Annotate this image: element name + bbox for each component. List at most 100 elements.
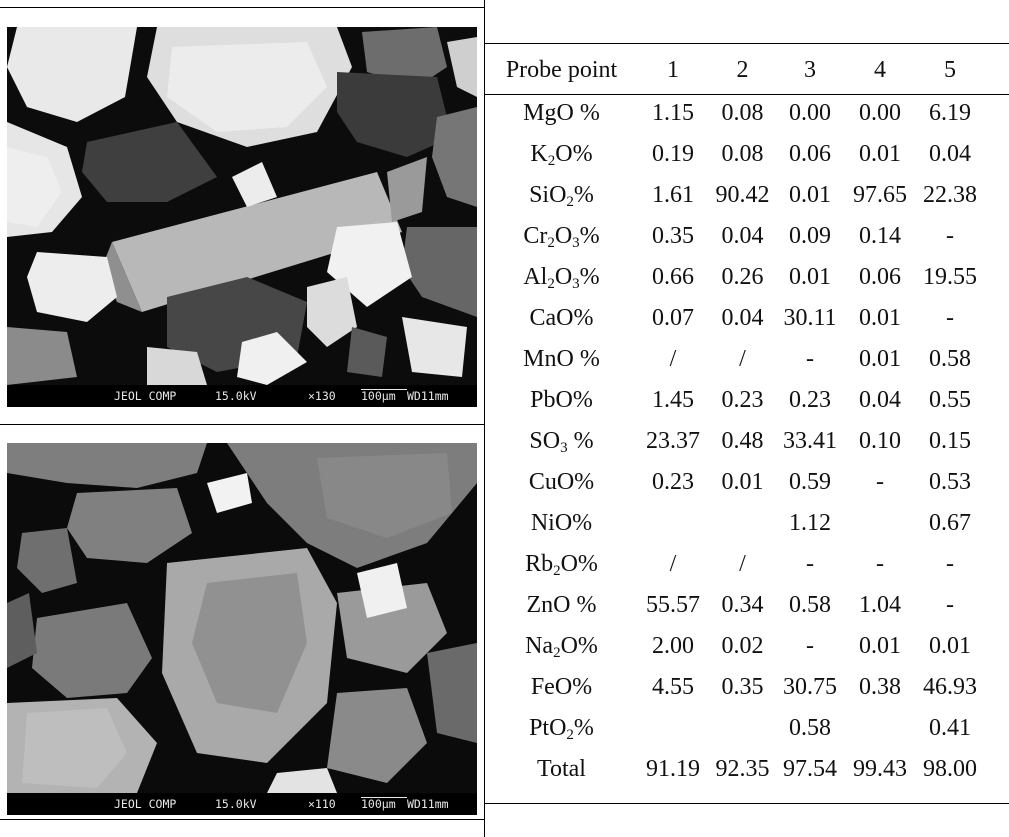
table-cell: 0.23 (652, 469, 694, 495)
table-cell: 0.15 (929, 428, 971, 454)
table-cell (637, 708, 709, 749)
table-cell: / (669, 551, 677, 577)
oxide-label-subscript: 3 (572, 276, 580, 292)
table-row: MnO % / / - 0.01 0.58 (486, 339, 984, 380)
scale-label: 100μm (361, 389, 396, 403)
oxide-label-text: SiO (529, 182, 567, 208)
table-cell: 0.58 (929, 346, 971, 372)
table-row: Al2O3% 0.66 0.26 0.01 0.06 19.55 (486, 257, 984, 298)
table-cell (709, 503, 776, 544)
oxide-label-text: PtO (529, 715, 567, 741)
sem-image-upper (7, 27, 477, 385)
table-cell: 33.41 (783, 428, 837, 454)
magnification-label: ×130 (308, 389, 336, 403)
oxide-label-suffix: % (573, 182, 594, 208)
table-bottom-rule (484, 803, 1009, 804)
table-header-row: Probe point 1 2 3 4 5 (486, 47, 984, 93)
table-cell: 0.26 (721, 264, 764, 290)
table-cell (844, 503, 916, 544)
oxide-label: K2O% (486, 134, 637, 175)
oxide-label-suffix: % (573, 715, 594, 741)
table-cell: 4.55 (652, 674, 694, 700)
table-cell: 0.58 (789, 715, 831, 741)
table-cell: 98.00 (923, 756, 977, 782)
table-cell: 90.42 (715, 182, 770, 208)
table-cell: 0.04 (721, 305, 764, 331)
sem-image-lower (7, 443, 477, 793)
table-cell: 0.07 (652, 305, 694, 331)
oxide-label-text: Total (537, 756, 586, 782)
table-cell: 0.67 (929, 510, 971, 536)
table-cell: 0.06 (859, 264, 901, 290)
table-cell: 97.54 (783, 756, 837, 782)
table-cell: 1.45 (652, 387, 694, 413)
oxide-label-text: Rb (525, 551, 554, 577)
table-cell: / (739, 346, 746, 372)
column-header: Probe point (505, 56, 618, 83)
table-cell: 30.75 (783, 674, 837, 700)
table-cell: 1.15 (652, 100, 694, 126)
table-cell: 22.38 (923, 182, 977, 208)
table-cell: 0.23 (721, 387, 764, 413)
sem-micrograph-lower: JEOL COMP 15.0kV ×110 100μm WD11mm (7, 443, 477, 815)
table-cell: - (946, 551, 954, 577)
scale-label: 100μm (361, 797, 396, 811)
table-cell: 0.00 (789, 100, 831, 126)
table-cell: - (806, 346, 814, 372)
oxide-label-text: CuO% (528, 469, 595, 495)
table-cell: 46.93 (923, 674, 977, 700)
oxide-label: FeO% (486, 667, 637, 708)
table-cell: 0.08 (721, 141, 764, 167)
table-cell: 0.14 (859, 223, 901, 249)
table-cell: 0.00 (859, 100, 901, 126)
oxide-label-text: Na (525, 633, 554, 659)
table-row: SiO2% 1.61 90.42 0.01 97.65 22.38 (486, 175, 984, 216)
table-cell: 1.04 (859, 592, 901, 618)
oxide-label-text: FeO% (530, 674, 593, 700)
table-row: PtO2% 0.58 0.41 (486, 708, 984, 749)
table-cell (709, 708, 776, 749)
oxide-label: Al2O3% (486, 257, 637, 298)
oxide-label: Rb2O% (486, 544, 637, 585)
oxide-label-text: CaO% (529, 305, 594, 331)
table-cell: 0.01 (789, 264, 831, 290)
table-cell: 0.09 (789, 223, 831, 249)
divider-line (0, 424, 484, 425)
table-cell: 0.02 (721, 633, 764, 659)
oxide-label-text: MnO % (523, 346, 600, 372)
table-cell: 0.10 (859, 428, 901, 454)
table-cell: 0.59 (789, 469, 831, 495)
table-cell: 0.23 (789, 387, 831, 413)
table-row: CuO% 0.23 0.01 0.59 - 0.53 (486, 462, 984, 503)
table-cell: 23.37 (646, 428, 700, 454)
table-cell: 0.01 (929, 633, 971, 659)
table-cell: 0.01 (789, 182, 831, 208)
oxide-label-subscript: 2 (566, 727, 574, 743)
oxide-label-text: ZnO % (526, 592, 597, 618)
table-header-rule (484, 94, 1009, 95)
oxide-label-suffix: % (567, 428, 594, 454)
oxide-label-suffix: O3% (554, 264, 600, 292)
table-cell: 6.19 (929, 100, 971, 126)
table-row: PbO% 1.45 0.23 0.23 0.04 0.55 (486, 380, 984, 421)
table-cell: 0.01 (859, 305, 901, 331)
table-cell: 99.43 (853, 756, 907, 782)
column-header: 3 (804, 56, 816, 83)
column-header: 5 (944, 56, 956, 83)
table-cell: 0.01 (859, 346, 901, 372)
table-cell: / (739, 551, 746, 577)
table-cell: 0.58 (789, 592, 831, 618)
oxide-label-text: PbO% (530, 387, 593, 413)
scale-bar (361, 797, 407, 798)
table-cell: 0.04 (929, 141, 971, 167)
oxide-label: Total (486, 749, 637, 790)
table-cell: - (946, 592, 954, 618)
table-cell: 0.01 (859, 141, 901, 167)
table-row: CaO% 0.07 0.04 30.11 0.01 - (486, 298, 984, 339)
oxide-label-text: MgO % (523, 100, 600, 126)
table-cell: 55.57 (646, 592, 700, 618)
detector-label: JEOL COMP (114, 389, 177, 403)
oxide-label: MnO % (486, 339, 637, 380)
sem-info-bar: JEOL COMP 15.0kV ×110 100μm WD11mm (7, 793, 477, 815)
oxide-label: ZnO % (486, 585, 637, 626)
